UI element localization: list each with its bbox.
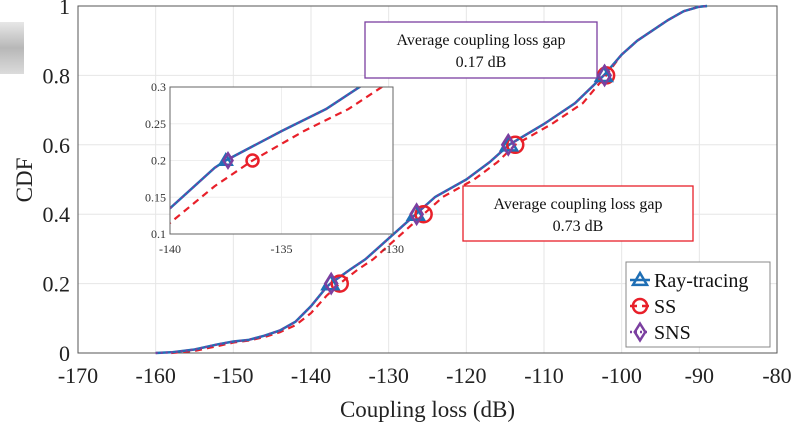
y-tick-label: 0.8 [43, 63, 71, 88]
annotation-box [462, 185, 694, 242]
legend-label: SS [654, 296, 676, 318]
x-tick-label: -90 [685, 363, 714, 388]
inset-y-tick-label: 0.1 [151, 227, 166, 241]
annotation-title: Average coupling loss gap [397, 32, 566, 49]
inset-y-tick-label: 0.25 [145, 117, 166, 131]
x-tick-label: -110 [524, 363, 564, 388]
legend-box [625, 261, 771, 348]
x-tick-label: -120 [446, 363, 486, 388]
inset-y-tick-label: 0.15 [145, 190, 166, 204]
ss-marker [631, 297, 649, 315]
ss-marker [245, 153, 260, 168]
legend-label: Ray-tracing [654, 270, 748, 292]
y-tick-label: 0.2 [43, 272, 71, 297]
inset-y-tick-label: 0.2 [151, 154, 166, 168]
x-tick-label: -100 [602, 363, 642, 388]
sns-marker [222, 150, 234, 171]
sns-marker [409, 202, 425, 227]
image-artifact [0, 22, 24, 74]
inset-x-tick-label: -140 [159, 242, 181, 256]
y-tick-label: 0.6 [43, 133, 71, 158]
sns-line [155, 4, 708, 355]
y-axis-label: CDF [12, 158, 37, 203]
inset-frame [169, 86, 394, 235]
annotation-value: 0.17 dB [456, 54, 507, 71]
x-tick-label: -150 [213, 363, 253, 388]
ray-tracing-marker [630, 270, 650, 287]
x-tick-label: -80 [762, 363, 791, 388]
annotation-title: Average coupling loss gap [494, 196, 663, 213]
x-tick-label: -140 [291, 363, 331, 388]
sns-marker [323, 271, 339, 296]
ss-marker [330, 274, 349, 293]
ss-marker [506, 135, 525, 155]
y-tick-label: 0.4 [43, 202, 71, 227]
inset-chart: -140 -135 -130 0.1 0.15 0.2 0.25 0.3 [145, 80, 404, 256]
y-tick-label: 1 [59, 0, 70, 19]
annotation-value: 0.73 dB [553, 218, 604, 235]
x-tick-label: -160 [136, 363, 176, 388]
y-tick-label: 0 [59, 341, 70, 366]
x-tick-label: -130 [369, 363, 409, 388]
axes-frame [77, 5, 778, 354]
sns-marker [633, 321, 647, 343]
inset-x-tick-label: -135 [271, 242, 293, 256]
ss-marker [414, 204, 433, 224]
sns-marker [597, 63, 613, 88]
inset-series [170, 87, 384, 225]
x-tick-label: -170 [58, 363, 98, 388]
legend-label: SNS [654, 322, 691, 344]
sns-marker [500, 132, 516, 157]
inset-x-tick-label: -130 [382, 242, 404, 256]
inset-y-tick-label: 0.3 [151, 80, 166, 94]
annotation-box [364, 21, 598, 79]
x-axis-label: Coupling loss (dB) [340, 397, 515, 422]
